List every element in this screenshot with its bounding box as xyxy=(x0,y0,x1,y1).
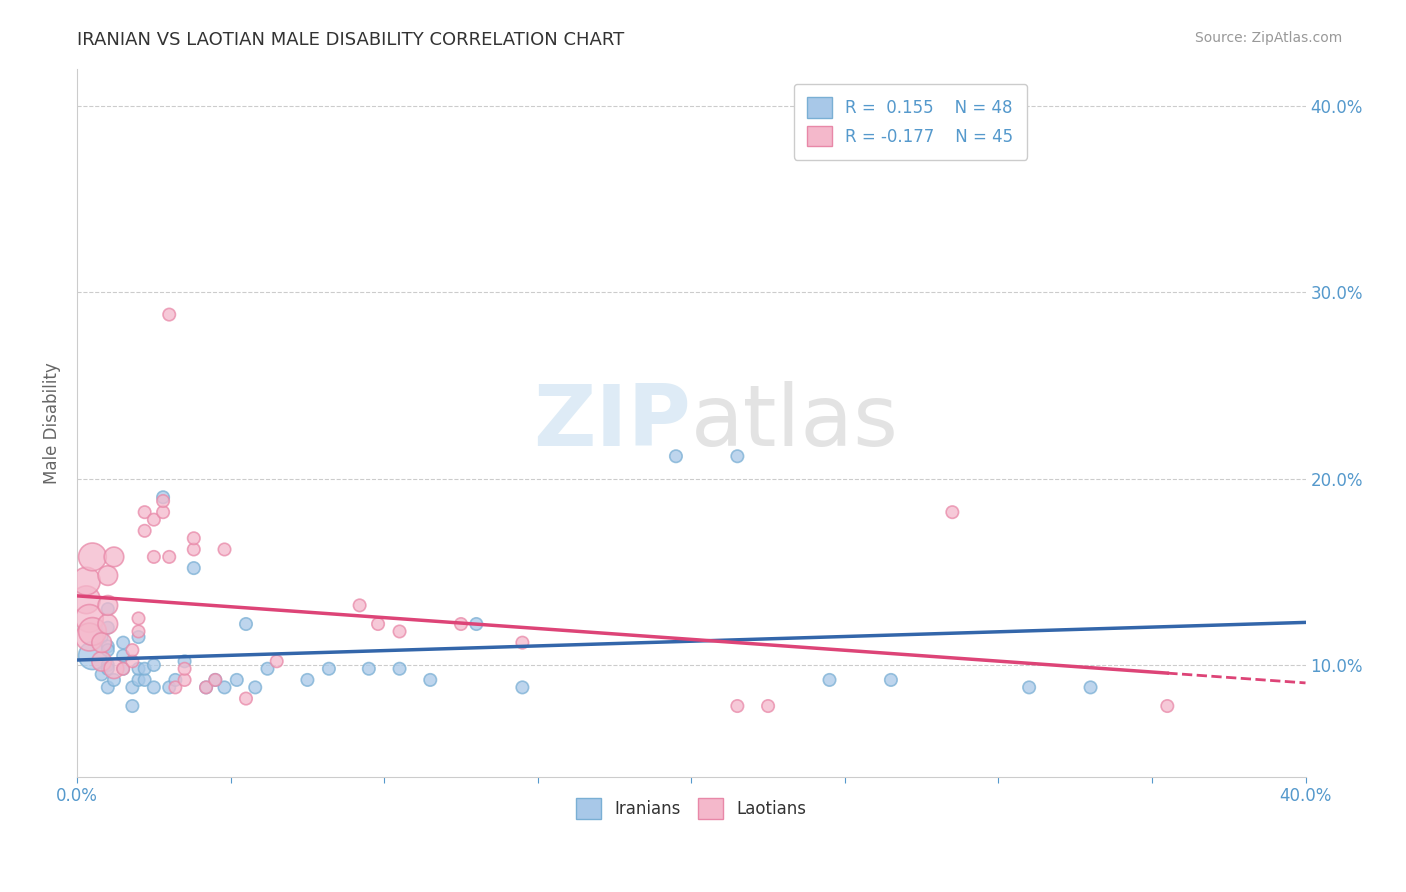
Point xyxy=(450,617,472,632)
Point xyxy=(195,681,218,695)
Point xyxy=(134,524,156,538)
Point xyxy=(97,681,120,695)
Point xyxy=(512,681,534,695)
Point xyxy=(157,681,180,695)
Point xyxy=(367,617,389,632)
Point xyxy=(183,531,205,545)
Point xyxy=(128,673,150,687)
Point xyxy=(1156,699,1178,714)
Point xyxy=(121,699,143,714)
Point xyxy=(157,308,180,322)
Point xyxy=(1080,681,1102,695)
Point xyxy=(142,549,165,564)
Point xyxy=(214,681,236,695)
Point xyxy=(173,673,195,687)
Point xyxy=(142,658,165,673)
Point xyxy=(318,662,340,676)
Point xyxy=(128,611,150,625)
Point xyxy=(75,574,97,589)
Point xyxy=(97,599,120,613)
Point xyxy=(142,681,165,695)
Point xyxy=(725,449,748,463)
Point xyxy=(121,643,143,657)
Point xyxy=(90,654,112,668)
Point xyxy=(128,630,150,644)
Point xyxy=(214,542,236,557)
Point xyxy=(75,592,97,607)
Point xyxy=(165,673,187,687)
Point xyxy=(165,681,187,695)
Point xyxy=(97,602,120,616)
Point xyxy=(512,635,534,649)
Point xyxy=(112,635,135,649)
Point xyxy=(112,648,135,663)
Point xyxy=(97,568,120,582)
Point xyxy=(134,662,156,676)
Point xyxy=(82,549,104,564)
Point xyxy=(756,699,779,714)
Point xyxy=(97,662,120,676)
Point xyxy=(121,681,143,695)
Point xyxy=(90,635,112,649)
Point xyxy=(235,691,257,706)
Point xyxy=(235,617,257,632)
Point xyxy=(880,673,903,687)
Point xyxy=(82,624,104,639)
Point xyxy=(665,449,688,463)
Point xyxy=(152,494,174,508)
Point xyxy=(256,662,278,676)
Point xyxy=(79,630,101,644)
Point xyxy=(97,658,120,673)
Point xyxy=(103,549,125,564)
Point xyxy=(173,662,195,676)
Point xyxy=(225,673,247,687)
Point xyxy=(357,662,380,676)
Point xyxy=(349,599,371,613)
Point xyxy=(112,662,135,676)
Point xyxy=(134,505,156,519)
Point xyxy=(419,673,441,687)
Point xyxy=(152,505,174,519)
Point xyxy=(266,654,288,668)
Point xyxy=(103,662,125,676)
Point xyxy=(465,617,488,632)
Point xyxy=(121,654,143,668)
Point xyxy=(103,673,125,687)
Point xyxy=(97,621,120,635)
Point xyxy=(90,630,112,644)
Text: atlas: atlas xyxy=(692,381,900,464)
Point xyxy=(97,617,120,632)
Point xyxy=(112,662,135,676)
Point xyxy=(204,673,226,687)
Point xyxy=(128,624,150,639)
Point xyxy=(128,662,150,676)
Point xyxy=(195,681,218,695)
Point xyxy=(90,667,112,681)
Point xyxy=(388,662,411,676)
Point xyxy=(1018,681,1040,695)
Legend: Iranians, Laotians: Iranians, Laotians xyxy=(569,791,813,825)
Point xyxy=(297,673,319,687)
Point xyxy=(97,640,120,654)
Point xyxy=(142,513,165,527)
Point xyxy=(183,561,205,575)
Point xyxy=(79,611,101,625)
Point xyxy=(388,624,411,639)
Point xyxy=(245,681,267,695)
Point xyxy=(134,673,156,687)
Point xyxy=(204,673,226,687)
Point xyxy=(97,643,120,657)
Point xyxy=(173,654,195,668)
Point xyxy=(152,490,174,504)
Text: ZIP: ZIP xyxy=(533,381,692,464)
Point xyxy=(157,549,180,564)
Point xyxy=(941,505,963,519)
Point xyxy=(183,542,205,557)
Point xyxy=(818,673,841,687)
Point xyxy=(725,699,748,714)
Text: IRANIAN VS LAOTIAN MALE DISABILITY CORRELATION CHART: IRANIAN VS LAOTIAN MALE DISABILITY CORRE… xyxy=(77,31,624,49)
Y-axis label: Male Disability: Male Disability xyxy=(44,362,60,483)
Point xyxy=(82,648,104,663)
Text: Source: ZipAtlas.com: Source: ZipAtlas.com xyxy=(1195,31,1343,45)
